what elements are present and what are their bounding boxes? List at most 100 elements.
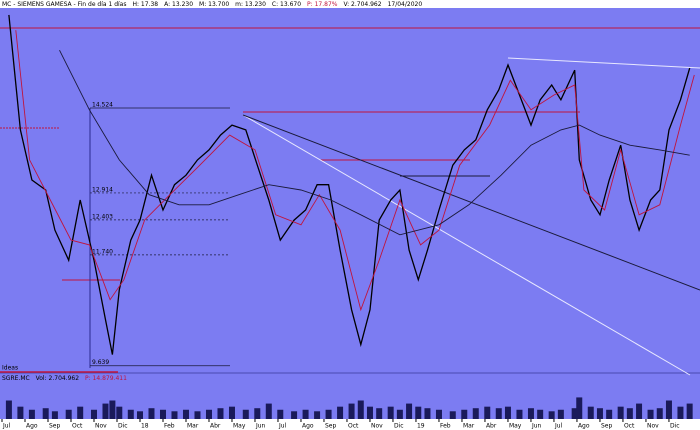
volume-bar bbox=[677, 406, 684, 419]
header-bar bbox=[0, 0, 700, 8]
volume-bar bbox=[90, 409, 97, 419]
volume-bar bbox=[557, 409, 564, 419]
volume-bar bbox=[348, 403, 355, 419]
x-tick-label: Oct bbox=[348, 423, 359, 430]
volume-bar bbox=[587, 406, 594, 419]
x-tick-label: Sep bbox=[49, 423, 61, 430]
volume-bar bbox=[449, 411, 456, 419]
level-label: 14.524 bbox=[92, 102, 113, 109]
x-tick-label: Abr bbox=[486, 423, 497, 430]
series-line bbox=[15, 30, 695, 312]
axis-bar bbox=[0, 419, 700, 430]
info-item: m: 13.230 bbox=[235, 1, 266, 8]
info-item: C: 13.670 bbox=[272, 1, 301, 8]
volume-bar bbox=[17, 406, 24, 419]
volume-bar bbox=[194, 411, 201, 419]
info-highlight: P: 17.87% bbox=[307, 1, 338, 8]
volume-bar bbox=[314, 411, 321, 419]
level-label: 9.639 bbox=[92, 359, 109, 366]
x-tick-label: Jul bbox=[554, 423, 563, 430]
x-tick-label: Dic bbox=[118, 423, 128, 430]
volume-bar bbox=[656, 408, 663, 419]
trendline bbox=[507, 57, 700, 69]
series-line bbox=[59, 49, 690, 236]
volume-bar bbox=[171, 411, 178, 419]
volume-bar bbox=[159, 409, 166, 419]
x-tick-label: May bbox=[233, 423, 246, 430]
volume-bar bbox=[424, 408, 431, 419]
volume-bar bbox=[537, 409, 544, 419]
volume-bar bbox=[325, 409, 332, 419]
volume-bar bbox=[109, 400, 116, 419]
trendline bbox=[242, 114, 691, 376]
volume-bar bbox=[302, 409, 309, 419]
volume-bar bbox=[116, 406, 123, 419]
x-tick-label: Jun bbox=[531, 423, 542, 430]
volume-bar bbox=[77, 406, 84, 419]
x-tick-label: Sep bbox=[325, 423, 337, 430]
x-tick-label: Dic bbox=[394, 423, 404, 430]
volume-bar bbox=[376, 408, 383, 419]
volume-bar bbox=[617, 406, 624, 419]
volume-bar bbox=[415, 406, 422, 419]
volume-bar bbox=[205, 409, 212, 419]
level-label: 12.403 bbox=[92, 213, 113, 220]
volume-bar bbox=[265, 403, 272, 419]
x-tick-label: Nov bbox=[371, 423, 383, 430]
volume-bar bbox=[626, 408, 633, 419]
volume-bar bbox=[366, 406, 373, 419]
x-tick-label: Mar bbox=[187, 423, 199, 430]
info-item: A: 13.230 bbox=[164, 1, 193, 8]
volume-bar bbox=[576, 397, 583, 419]
volume-bar bbox=[357, 400, 364, 419]
volume-bar bbox=[686, 403, 693, 419]
x-tick-label: Dic bbox=[670, 423, 680, 430]
x-tick-label: Sep bbox=[601, 423, 613, 430]
volume-bar bbox=[484, 406, 491, 419]
volume-bar bbox=[647, 409, 654, 419]
volume-info: Vol: 2.704.962 bbox=[36, 375, 80, 382]
volume-bar bbox=[527, 408, 534, 419]
volume-bar bbox=[51, 411, 58, 419]
x-tick-label: Ago bbox=[26, 423, 38, 430]
ideas-label: Ideas bbox=[2, 365, 18, 372]
volume-bar bbox=[65, 409, 72, 419]
volume-bar bbox=[548, 411, 555, 419]
volume-bar bbox=[516, 409, 523, 419]
x-tick-label: May bbox=[509, 423, 522, 430]
volume-bar bbox=[504, 406, 511, 419]
x-tick-label: 19 bbox=[417, 423, 425, 430]
volume-bar bbox=[42, 408, 49, 419]
volume-highlight: P: 14.879.411 bbox=[85, 375, 127, 382]
volume-bar bbox=[291, 411, 298, 419]
volume-bar bbox=[571, 408, 578, 419]
level-label: 12.914 bbox=[92, 186, 113, 193]
volume-bar bbox=[228, 406, 235, 419]
x-tick-label: Feb bbox=[164, 423, 175, 430]
x-tick-label: Jul bbox=[2, 423, 11, 430]
x-tick-label: Feb bbox=[440, 423, 451, 430]
x-tick-label: Ago bbox=[302, 423, 314, 430]
volume-bar bbox=[406, 403, 413, 419]
volume-bar bbox=[337, 406, 344, 419]
x-tick-label: Nov bbox=[95, 423, 107, 430]
header-text: MC - SIEMENS GAMESA - Fin de día 1 días H… bbox=[2, 1, 422, 8]
plot-background bbox=[0, 8, 700, 420]
volume-bar bbox=[396, 409, 403, 419]
x-tick-label: Mar bbox=[463, 423, 475, 430]
ticker-title: MC - SIEMENS GAMESA - Fin de día 1 días bbox=[2, 1, 126, 8]
volume-bar bbox=[102, 403, 109, 419]
series-line bbox=[8, 14, 691, 355]
volume-bar bbox=[242, 409, 249, 419]
x-tick-label: Jul bbox=[278, 423, 287, 430]
volume-bar bbox=[277, 409, 284, 419]
volume-bar bbox=[472, 408, 479, 419]
volume-bar bbox=[636, 403, 643, 419]
volume-bar bbox=[435, 409, 442, 419]
volume-bar bbox=[217, 408, 224, 419]
volume-bar bbox=[127, 409, 134, 419]
volume-bar bbox=[5, 400, 12, 419]
info-item: V: 2.704.962 bbox=[343, 1, 381, 8]
volume-header: SGRE.MC Vol: 2.704.962 P: 14.879.411 bbox=[2, 375, 127, 382]
